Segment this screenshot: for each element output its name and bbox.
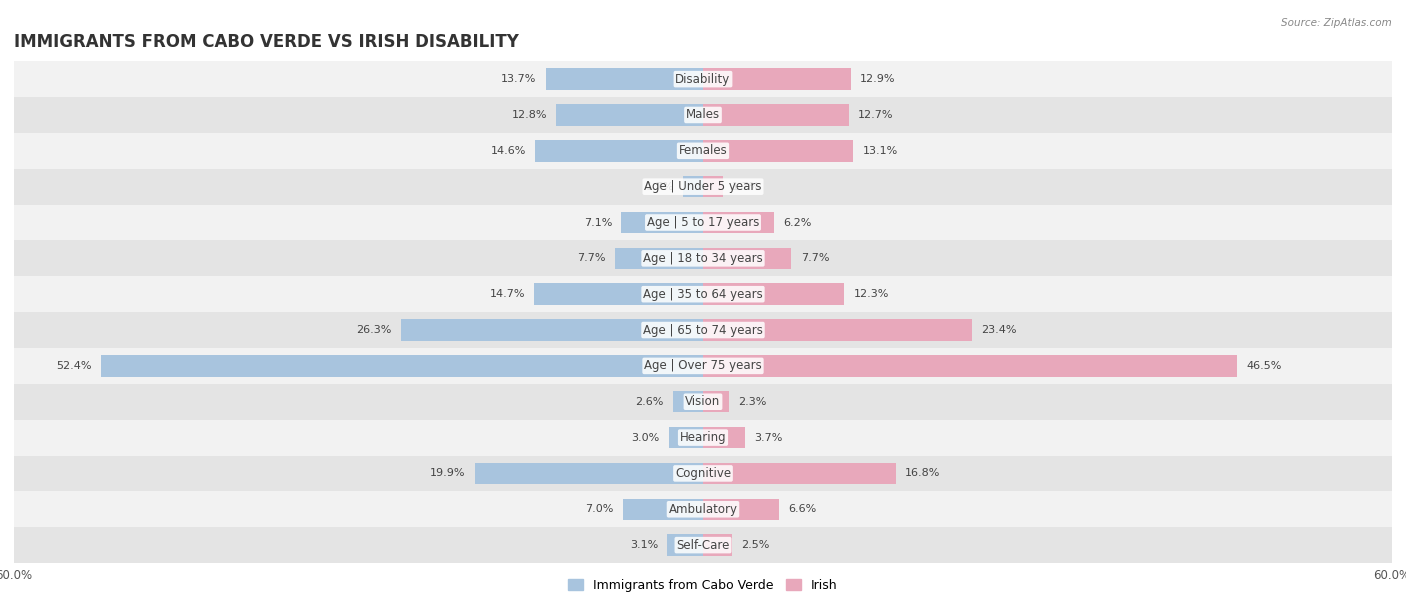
Bar bbox=[703, 499, 779, 520]
Bar bbox=[703, 427, 745, 449]
Text: 12.7%: 12.7% bbox=[858, 110, 893, 120]
Text: Males: Males bbox=[686, 108, 720, 121]
Bar bbox=[101, 355, 703, 376]
Bar bbox=[555, 104, 703, 125]
Bar bbox=[14, 312, 1392, 348]
Text: 1.7%: 1.7% bbox=[645, 182, 675, 192]
Bar bbox=[703, 355, 1237, 376]
Text: 12.9%: 12.9% bbox=[860, 74, 896, 84]
Text: 7.7%: 7.7% bbox=[576, 253, 606, 263]
Bar bbox=[668, 534, 703, 556]
Text: Vision: Vision bbox=[685, 395, 721, 408]
Bar bbox=[673, 391, 703, 412]
Bar bbox=[703, 176, 723, 198]
Text: 2.6%: 2.6% bbox=[636, 397, 664, 407]
Bar bbox=[623, 499, 703, 520]
Bar bbox=[14, 241, 1392, 276]
Bar bbox=[703, 391, 730, 412]
Bar bbox=[621, 212, 703, 233]
Bar bbox=[703, 248, 792, 269]
Bar bbox=[703, 212, 775, 233]
Bar bbox=[14, 384, 1392, 420]
Bar bbox=[669, 427, 703, 449]
Legend: Immigrants from Cabo Verde, Irish: Immigrants from Cabo Verde, Irish bbox=[564, 574, 842, 597]
Bar bbox=[14, 97, 1392, 133]
Text: Source: ZipAtlas.com: Source: ZipAtlas.com bbox=[1281, 18, 1392, 28]
Text: 2.5%: 2.5% bbox=[741, 540, 769, 550]
Bar bbox=[14, 61, 1392, 97]
Text: 19.9%: 19.9% bbox=[430, 468, 465, 479]
Text: 3.0%: 3.0% bbox=[631, 433, 659, 442]
Text: 52.4%: 52.4% bbox=[56, 361, 93, 371]
Text: Age | Under 5 years: Age | Under 5 years bbox=[644, 180, 762, 193]
Bar bbox=[14, 348, 1392, 384]
Text: 23.4%: 23.4% bbox=[981, 325, 1017, 335]
Bar bbox=[703, 463, 896, 484]
Text: IMMIGRANTS FROM CABO VERDE VS IRISH DISABILITY: IMMIGRANTS FROM CABO VERDE VS IRISH DISA… bbox=[14, 33, 519, 51]
Text: 12.3%: 12.3% bbox=[853, 289, 889, 299]
Text: 6.2%: 6.2% bbox=[783, 217, 811, 228]
Text: 26.3%: 26.3% bbox=[357, 325, 392, 335]
Text: Self-Care: Self-Care bbox=[676, 539, 730, 551]
Text: 7.7%: 7.7% bbox=[800, 253, 830, 263]
Bar bbox=[14, 527, 1392, 563]
Text: 13.7%: 13.7% bbox=[501, 74, 537, 84]
Text: 14.6%: 14.6% bbox=[491, 146, 526, 156]
Text: 12.8%: 12.8% bbox=[512, 110, 547, 120]
Bar bbox=[703, 283, 844, 305]
Bar bbox=[14, 491, 1392, 527]
Text: Cognitive: Cognitive bbox=[675, 467, 731, 480]
Text: Hearing: Hearing bbox=[679, 431, 727, 444]
Bar bbox=[14, 169, 1392, 204]
Text: Age | 35 to 64 years: Age | 35 to 64 years bbox=[643, 288, 763, 300]
Text: 6.6%: 6.6% bbox=[787, 504, 817, 514]
Bar bbox=[14, 420, 1392, 455]
Text: 3.7%: 3.7% bbox=[755, 433, 783, 442]
Bar bbox=[14, 276, 1392, 312]
Text: Females: Females bbox=[679, 144, 727, 157]
Text: Age | Over 75 years: Age | Over 75 years bbox=[644, 359, 762, 372]
Bar bbox=[546, 69, 703, 90]
Bar bbox=[703, 140, 853, 162]
Bar bbox=[703, 104, 849, 125]
Text: 14.7%: 14.7% bbox=[489, 289, 524, 299]
Text: Age | 65 to 74 years: Age | 65 to 74 years bbox=[643, 324, 763, 337]
Text: 1.7%: 1.7% bbox=[731, 182, 761, 192]
Text: 16.8%: 16.8% bbox=[905, 468, 941, 479]
Bar bbox=[536, 140, 703, 162]
Text: Age | 5 to 17 years: Age | 5 to 17 years bbox=[647, 216, 759, 229]
Bar bbox=[703, 69, 851, 90]
Text: 3.1%: 3.1% bbox=[630, 540, 658, 550]
Text: Age | 18 to 34 years: Age | 18 to 34 years bbox=[643, 252, 763, 265]
Text: Disability: Disability bbox=[675, 73, 731, 86]
Text: 7.0%: 7.0% bbox=[585, 504, 613, 514]
Text: 7.1%: 7.1% bbox=[583, 217, 612, 228]
Bar bbox=[703, 319, 972, 341]
Text: 2.3%: 2.3% bbox=[738, 397, 766, 407]
Bar bbox=[703, 534, 731, 556]
Bar bbox=[534, 283, 703, 305]
Bar bbox=[401, 319, 703, 341]
Text: Ambulatory: Ambulatory bbox=[668, 503, 738, 516]
Bar bbox=[14, 204, 1392, 241]
Bar bbox=[14, 455, 1392, 491]
Bar bbox=[14, 133, 1392, 169]
Text: 46.5%: 46.5% bbox=[1246, 361, 1281, 371]
Bar bbox=[683, 176, 703, 198]
Bar bbox=[614, 248, 703, 269]
Bar bbox=[474, 463, 703, 484]
Text: 13.1%: 13.1% bbox=[863, 146, 898, 156]
